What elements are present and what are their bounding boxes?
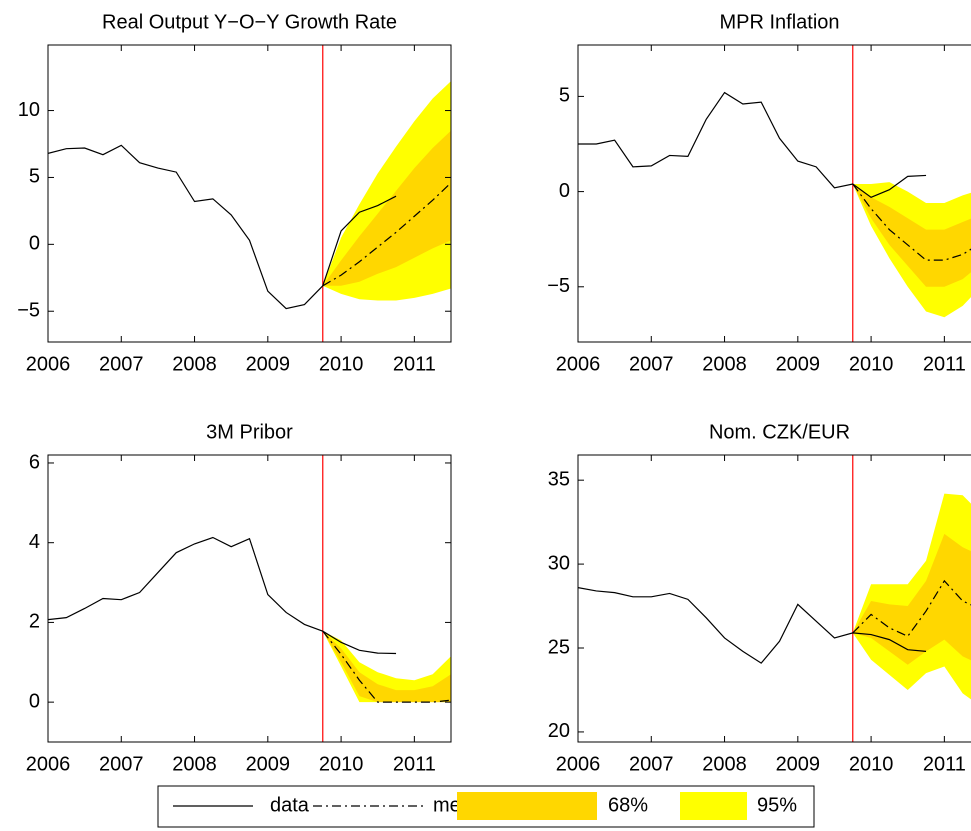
x-tick-label: 2011 <box>923 353 966 375</box>
legend-swatch <box>680 792 747 820</box>
fan-band <box>852 533 971 665</box>
fan-band <box>322 130 451 286</box>
x-tick-label: 2006 <box>26 353 71 375</box>
median-line <box>852 183 971 261</box>
axes-box <box>47 454 452 743</box>
x-tick-label: 2010 <box>319 353 364 375</box>
fan-band <box>322 631 451 703</box>
x-tick-label: 2006 <box>556 753 601 775</box>
median-line <box>852 579 971 638</box>
data-line <box>578 91 927 198</box>
x-tick-label: 2007 <box>99 753 144 775</box>
legend-label: data <box>270 794 310 816</box>
y-tick-label: 20 <box>548 720 570 742</box>
x-tick-label: 2006 <box>556 353 601 375</box>
legend-label: 68% <box>608 794 648 816</box>
y-tick-label: 2 <box>29 611 40 633</box>
plot-area <box>578 455 971 742</box>
y-tick-label: 0 <box>559 180 570 202</box>
x-tick-label: 2007 <box>629 753 674 775</box>
median-line <box>322 182 451 287</box>
x-tick-label: 2007 <box>99 353 144 375</box>
chart-title: Real Output Y−O−Y Growth Rate <box>102 11 397 33</box>
y-tick-label: 4 <box>29 531 40 553</box>
y-tick-label: 5 <box>29 166 40 188</box>
chart-title: MPR Inflation <box>719 11 839 33</box>
x-tick-label: 2011 <box>393 753 436 775</box>
y-tick-label: 0 <box>29 233 40 255</box>
y-tick-label: 25 <box>548 636 570 658</box>
data-line <box>48 144 397 310</box>
x-tick-label: 2010 <box>849 353 894 375</box>
y-tick-label: 6 <box>29 451 40 473</box>
legend-swatch <box>457 792 597 820</box>
x-tick-label: 2009 <box>776 753 821 775</box>
y-tick-label: 0 <box>29 690 40 712</box>
chart-title: Nom. CZK/EUR <box>709 421 850 443</box>
y-tick-label: 35 <box>548 468 570 490</box>
axes-box <box>577 44 971 343</box>
x-tick-label: 2011 <box>923 753 966 775</box>
x-tick-label: 2006 <box>26 753 71 775</box>
x-tick-label: 2009 <box>246 353 291 375</box>
y-tick-label: 10 <box>18 99 40 121</box>
x-tick-label: 2009 <box>776 353 821 375</box>
x-tick-label: 2007 <box>629 353 674 375</box>
data-line <box>578 587 927 664</box>
fan-band <box>852 183 971 287</box>
axes-box <box>47 44 452 343</box>
x-tick-label: 2009 <box>246 753 291 775</box>
y-tick-label: −5 <box>17 300 40 322</box>
x-tick-label: 2008 <box>172 353 217 375</box>
y-tick-label: 5 <box>559 85 570 107</box>
data-line <box>48 536 397 655</box>
legend: datamedian68%95% <box>157 785 815 828</box>
plot-area <box>48 45 451 342</box>
legend-label: 95% <box>757 794 797 816</box>
x-tick-label: 2008 <box>702 753 747 775</box>
x-tick-label: 2010 <box>319 753 364 775</box>
x-tick-label: 2011 <box>393 353 436 375</box>
x-tick-label: 2010 <box>849 753 894 775</box>
plot-area <box>578 45 971 342</box>
plot-area <box>48 455 451 742</box>
chart-title: 3M Pribor <box>206 421 293 443</box>
x-tick-label: 2008 <box>172 753 217 775</box>
y-tick-label: 30 <box>548 552 570 574</box>
y-tick-label: −5 <box>547 275 570 297</box>
x-tick-label: 2008 <box>702 353 747 375</box>
axes-box <box>577 454 971 743</box>
median-line <box>322 630 451 703</box>
